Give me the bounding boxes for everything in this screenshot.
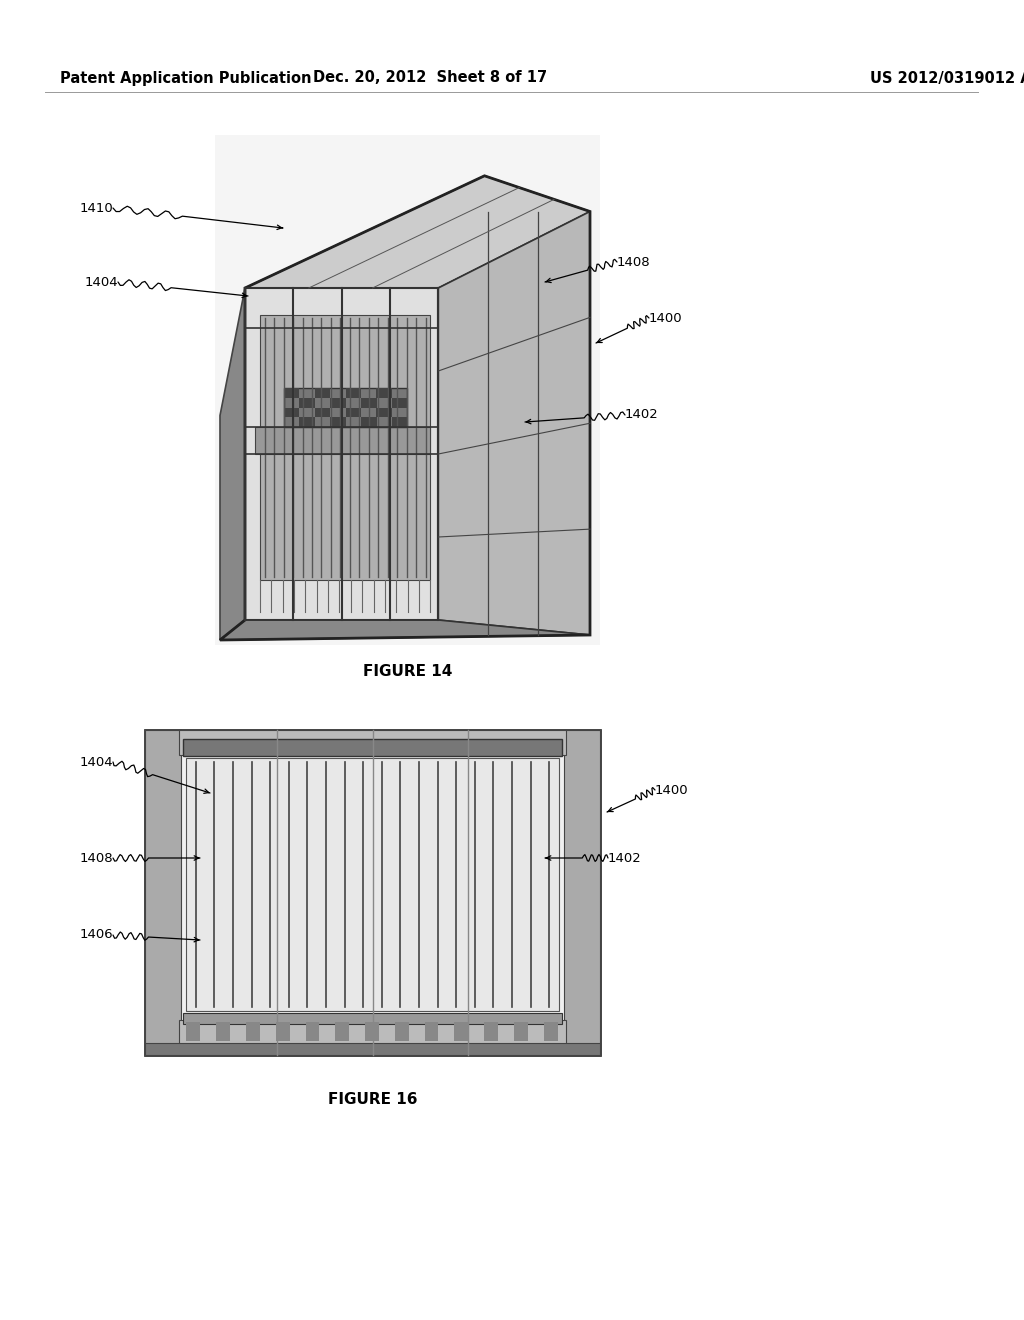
Bar — [563, 730, 600, 1055]
Text: US 2012/0319012 A1: US 2012/0319012 A1 — [870, 70, 1024, 86]
Bar — [484, 1022, 498, 1041]
Bar — [186, 758, 559, 1011]
Bar — [145, 730, 181, 1055]
Text: 1404: 1404 — [80, 755, 113, 768]
Polygon shape — [245, 176, 590, 635]
Bar — [395, 1022, 409, 1041]
Bar — [284, 388, 408, 428]
Bar — [377, 408, 392, 417]
Bar — [145, 730, 600, 1055]
Bar — [183, 1012, 561, 1024]
Polygon shape — [220, 288, 245, 640]
Polygon shape — [245, 176, 590, 288]
Text: Dec. 20, 2012  Sheet 8 of 17: Dec. 20, 2012 Sheet 8 of 17 — [313, 70, 547, 86]
Bar — [145, 1043, 600, 1055]
Bar — [314, 408, 330, 417]
Bar — [255, 428, 430, 454]
Text: 1404: 1404 — [84, 276, 118, 289]
Bar — [345, 388, 361, 397]
Bar — [366, 1022, 379, 1041]
Bar — [361, 397, 377, 408]
Bar — [179, 730, 565, 755]
Bar — [183, 739, 561, 755]
Bar — [330, 417, 345, 428]
Text: 1402: 1402 — [625, 408, 658, 421]
Text: 1402: 1402 — [608, 851, 642, 865]
Bar — [145, 730, 600, 1055]
Bar — [330, 397, 345, 408]
Text: 1410: 1410 — [79, 202, 113, 214]
Bar — [186, 1022, 201, 1041]
Bar — [246, 1022, 260, 1041]
Polygon shape — [438, 211, 590, 635]
Bar — [305, 1022, 319, 1041]
Text: 1400: 1400 — [655, 784, 688, 796]
Bar — [544, 1022, 558, 1041]
Bar — [377, 388, 392, 397]
Text: 1400: 1400 — [649, 312, 683, 325]
Bar — [299, 417, 314, 428]
Bar — [392, 417, 408, 428]
Polygon shape — [220, 620, 590, 640]
Bar — [299, 397, 314, 408]
Text: 1408: 1408 — [80, 851, 113, 865]
Bar — [215, 135, 600, 645]
Bar — [345, 408, 361, 417]
Text: Patent Application Publication: Patent Application Publication — [60, 70, 311, 86]
Bar — [514, 1022, 527, 1041]
Bar — [216, 1022, 230, 1041]
Bar — [425, 1022, 438, 1041]
Bar — [284, 388, 299, 397]
Text: 1406: 1406 — [80, 928, 113, 941]
Bar — [260, 314, 430, 581]
Text: FIGURE 14: FIGURE 14 — [362, 664, 453, 680]
Bar — [361, 417, 377, 428]
Polygon shape — [245, 288, 438, 620]
Text: 1408: 1408 — [617, 256, 650, 268]
Bar — [335, 1022, 349, 1041]
Bar — [314, 388, 330, 397]
Bar — [455, 1022, 468, 1041]
Bar — [275, 1022, 290, 1041]
Bar — [284, 408, 299, 417]
Bar — [392, 397, 408, 408]
Text: FIGURE 16: FIGURE 16 — [328, 1093, 417, 1107]
Bar — [179, 1020, 565, 1055]
